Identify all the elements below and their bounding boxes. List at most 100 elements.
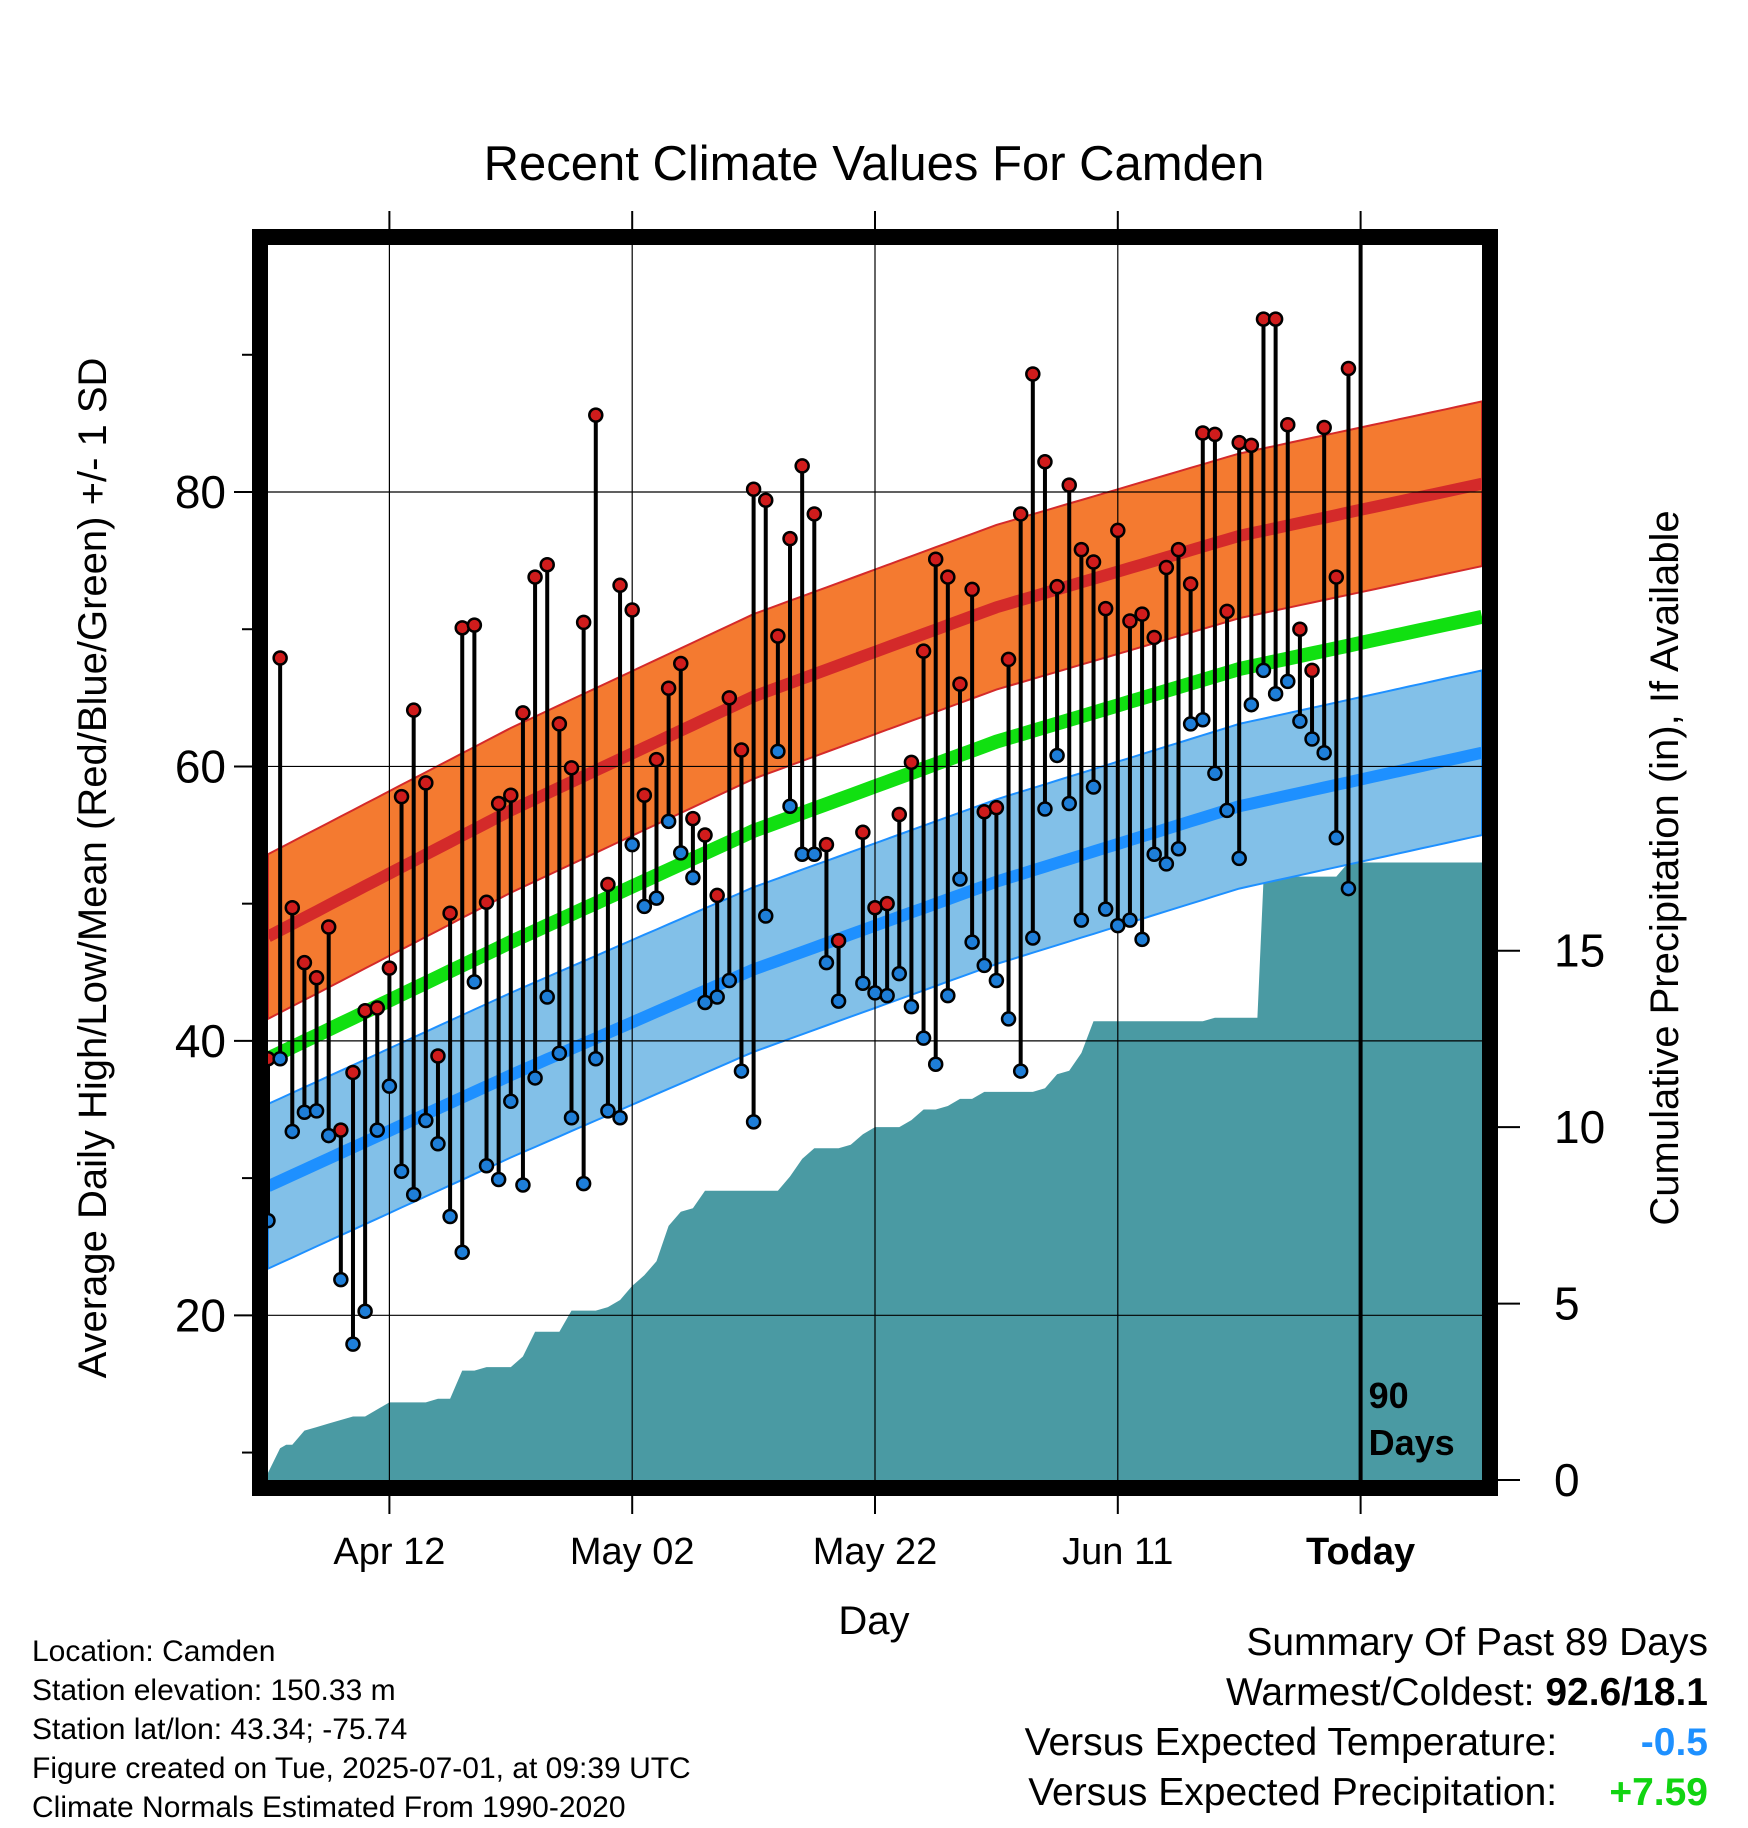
daily-low-point (563, 1109, 580, 1126)
daily-high-point (418, 775, 434, 791)
daily-high-point (709, 887, 725, 904)
daily-high-point (454, 620, 470, 636)
daily-high-point (745, 481, 762, 498)
daily-high-point (1304, 662, 1320, 679)
today-days-label: Days (1369, 1422, 1455, 1463)
daily-high-point (1073, 541, 1090, 558)
daily-high-point (1158, 559, 1175, 576)
daily-low-point (1061, 795, 1077, 812)
daily-high-point (1182, 576, 1199, 592)
daily-high-point (879, 895, 895, 912)
daily-low-point (381, 1078, 398, 1094)
daily-low-point (1097, 901, 1114, 917)
daily-low-point (466, 974, 483, 990)
daily-high-point (490, 795, 507, 812)
daily-high-point (466, 617, 483, 633)
daily-low-point (964, 934, 980, 950)
x-tick-label: Today (1306, 1531, 1415, 1573)
daily-high-point (1219, 603, 1235, 620)
daily-low-point (1316, 744, 1332, 761)
daily-high-point (345, 1064, 361, 1081)
daily-high-point (1243, 437, 1260, 454)
daily-low-point (660, 813, 677, 830)
daily-high-point (891, 806, 908, 823)
daily-high-point (563, 760, 580, 776)
daily-high-point (964, 581, 980, 598)
daily-low-point (527, 1070, 543, 1086)
daily-high-point (320, 919, 337, 935)
precip-anomaly-row: Versus Expected Precipitation: +7.59 (1025, 1768, 1708, 1818)
y2-tick-label: 5 (1554, 1278, 1580, 1330)
daily-high-point (770, 628, 786, 644)
daily-high-point (685, 810, 701, 827)
daily-high-point (988, 799, 1005, 816)
daily-low-point (1255, 662, 1272, 679)
y-tick-label: 80 (175, 466, 226, 518)
daily-low-point (1280, 673, 1296, 690)
daily-high-point (1316, 419, 1332, 436)
daily-high-point (818, 836, 835, 853)
daily-high-point (903, 754, 920, 771)
daily-low-point (454, 1244, 470, 1260)
daily-low-point (442, 1208, 458, 1225)
x-tick-label: Apr 12 (333, 1531, 445, 1573)
daily-high-point (1097, 600, 1114, 617)
daily-low-point (782, 798, 798, 814)
daily-low-point (430, 1136, 446, 1152)
daily-low-point (867, 985, 883, 1001)
daily-low-point (855, 975, 871, 992)
daily-high-point (940, 569, 956, 585)
daily-high-point (733, 742, 750, 758)
daily-low-point (345, 1336, 361, 1352)
daily-high-point (1110, 522, 1126, 539)
plot-content: 90 Days (268, 245, 1482, 1480)
daily-low-point (976, 957, 993, 974)
latlon-text: Station lat/lon: 43.34; -75.74 (32, 1713, 408, 1746)
daily-low-point (1110, 917, 1126, 934)
daily-high-point (405, 702, 422, 718)
daily-high-point (1134, 606, 1150, 622)
daily-low-point (333, 1271, 349, 1288)
daily-low-point (1025, 930, 1041, 946)
daily-high-point (1122, 613, 1138, 629)
daily-high-point (1328, 569, 1345, 585)
created-text: Figure created on Tue, 2025-07-01, at 09… (32, 1752, 691, 1785)
daily-high-point (721, 690, 738, 706)
daily-low-point (806, 846, 823, 863)
daily-high-point (660, 680, 677, 696)
daily-low-point (575, 1175, 592, 1192)
daily-low-point (1219, 802, 1235, 819)
daily-low-point (1207, 765, 1223, 782)
x-tick-label: Jun 11 (1062, 1531, 1173, 1573)
daily-high-point (1049, 578, 1065, 595)
daily-high-point (636, 787, 653, 804)
daily-low-point (1000, 1011, 1017, 1027)
daily-low-point (1122, 912, 1138, 928)
daily-low-point (709, 989, 725, 1005)
daily-low-point (1340, 880, 1357, 897)
daily-low-point (891, 965, 908, 982)
daily-high-point (1146, 629, 1162, 646)
daily-high-point (1340, 360, 1357, 377)
daily-low-point (673, 845, 689, 861)
daily-low-point (612, 1109, 628, 1126)
daily-low-point (503, 1093, 519, 1110)
daily-low-point (490, 1171, 507, 1188)
daily-high-point (296, 954, 313, 971)
daily-low-point (1243, 696, 1260, 713)
daily-high-point (503, 787, 519, 804)
daily-high-point (1207, 426, 1223, 443)
daily-high-point (430, 1048, 446, 1064)
summary-panel: Summary Of Past 89 Days Warmest/Coldest:… (1025, 1618, 1708, 1818)
daily-low-point (733, 1063, 750, 1079)
daily-low-point (268, 1212, 276, 1229)
daily-high-point (952, 676, 968, 692)
daily-high-point (927, 551, 944, 567)
daily-high-point (794, 458, 810, 474)
daily-high-point (1170, 541, 1187, 558)
daily-high-point (515, 705, 531, 721)
daily-high-point (1025, 366, 1041, 382)
daily-high-point (1085, 554, 1102, 570)
daily-high-point (369, 1000, 386, 1016)
precip-anomaly-label: Versus Expected Precipitation: (1028, 1771, 1558, 1814)
